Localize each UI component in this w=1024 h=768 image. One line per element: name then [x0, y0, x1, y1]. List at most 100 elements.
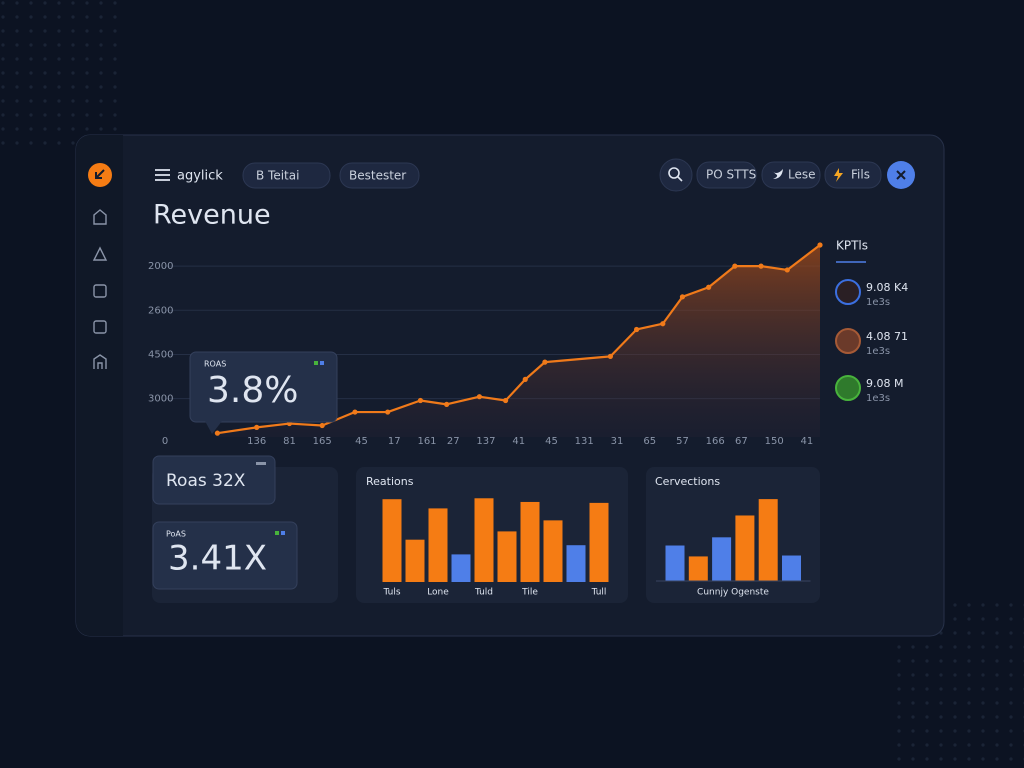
- card-label: PoAS: [166, 530, 186, 539]
- search-icon: [677, 176, 683, 182]
- bar: [382, 499, 402, 582]
- kpi-avatar: [835, 375, 861, 401]
- card-badge: [281, 531, 285, 535]
- bar: [758, 499, 778, 581]
- bar: [665, 545, 685, 581]
- data-point: [784, 267, 790, 273]
- x-tick-label: 41: [801, 436, 814, 447]
- x-tick-label: Tull: [591, 588, 607, 598]
- data-point: [385, 409, 391, 415]
- data-point: [679, 294, 686, 300]
- x-tick-label: Lone: [427, 588, 449, 598]
- x-tick-label: 81: [283, 436, 296, 447]
- sidebar: [76, 135, 123, 636]
- nav-reports[interactable]: [93, 284, 107, 298]
- bar: [474, 498, 494, 582]
- data-point: [660, 321, 666, 327]
- data-point: [522, 376, 528, 382]
- nav-settings[interactable]: [93, 354, 107, 369]
- x-tick-label: 65: [643, 436, 656, 447]
- panel-title: Cervections: [655, 475, 720, 488]
- action-button[interactable]: [696, 161, 757, 189]
- card-badge: [314, 361, 318, 365]
- bar: [543, 520, 563, 582]
- data-point: [319, 422, 325, 429]
- data-point: [503, 397, 509, 404]
- y-tick-label: 2000: [148, 261, 173, 272]
- kpi-label: 1e3s: [866, 297, 890, 308]
- card-value: 3.8%: [207, 370, 298, 411]
- card-badge: [275, 531, 279, 535]
- action-button[interactable]: [761, 161, 821, 189]
- data-point: [254, 424, 260, 430]
- bolt-icon: [834, 168, 843, 182]
- bar: [428, 508, 448, 582]
- search-icon: [668, 167, 680, 179]
- x-tick-label: 41: [512, 436, 525, 447]
- bar: [712, 537, 732, 581]
- bar: [451, 554, 471, 582]
- tab[interactable]: [339, 162, 420, 189]
- tab-label: Bestester: [349, 169, 406, 183]
- data-point: [352, 409, 358, 415]
- chart-title: Revenue: [153, 200, 271, 231]
- x-tick-label: 165: [313, 436, 332, 447]
- card-label: ROAS: [204, 360, 226, 369]
- action-label: Lese: [788, 168, 816, 182]
- card-label: Roas 32X: [166, 471, 246, 491]
- card-badge: [256, 462, 266, 465]
- avatar-icon: [896, 170, 906, 180]
- y-tick-label: 3000: [148, 394, 173, 405]
- kpi-avatar: [835, 279, 861, 305]
- search-button[interactable]: [659, 158, 693, 192]
- x-tick-label: 17: [388, 436, 401, 447]
- panel-title: Reations: [366, 475, 414, 488]
- nav-calendar[interactable]: [93, 320, 107, 334]
- data-point: [634, 326, 640, 333]
- x-tick-label: 67: [735, 436, 748, 447]
- bar: [566, 545, 586, 582]
- x-tick-label: 161: [417, 436, 436, 447]
- data-point: [542, 359, 548, 365]
- x-tick-label: Tile: [521, 588, 538, 598]
- poas-card: [152, 521, 298, 590]
- data-point: [214, 430, 220, 436]
- menu-icon[interactable]: [155, 169, 170, 181]
- roas-card: [152, 455, 276, 505]
- action-label: Fils: [851, 168, 870, 182]
- x-tick-label: 136: [247, 436, 266, 447]
- card-value: 3.41X: [168, 539, 267, 579]
- x-tick-label: 31: [611, 436, 624, 447]
- bar: [589, 502, 609, 582]
- roas-card: [189, 351, 338, 423]
- bar: [735, 515, 755, 581]
- bar: [782, 555, 801, 581]
- logo-icon: [95, 169, 105, 179]
- x-tick-label: 150: [765, 436, 784, 447]
- x-tick-label: 27: [447, 436, 460, 447]
- tab[interactable]: [242, 162, 331, 189]
- y-tick-label: 2600: [148, 305, 173, 316]
- x-axis-label: Cunnjy Ogenste: [697, 588, 769, 598]
- kpi-avatar: [835, 328, 861, 354]
- kpi-title: KPTls: [836, 239, 868, 253]
- bird-icon: [772, 169, 783, 179]
- kpi-label: 1e3s: [866, 393, 890, 404]
- data-point: [706, 284, 712, 290]
- kpi-value: 9.08 K4: [866, 281, 908, 294]
- x-tick-label: 137: [476, 436, 495, 447]
- x-tick-label: Tuls: [382, 588, 400, 598]
- x-tick-label: Tuld: [474, 588, 493, 598]
- action-label: PO STTS: [706, 168, 756, 182]
- x-tick-label: 166: [706, 436, 725, 447]
- nav-home[interactable]: [93, 209, 107, 225]
- revenue-area: [217, 245, 820, 437]
- x-tick-label: 131: [575, 436, 594, 447]
- kpi-label: 1e3s: [866, 346, 890, 357]
- bg-dots: [0, 0, 120, 150]
- nav-alerts[interactable]: [92, 246, 108, 261]
- x-tick-label: 45: [355, 436, 368, 447]
- card-pointer: [205, 421, 222, 434]
- brand: agylick: [177, 169, 223, 184]
